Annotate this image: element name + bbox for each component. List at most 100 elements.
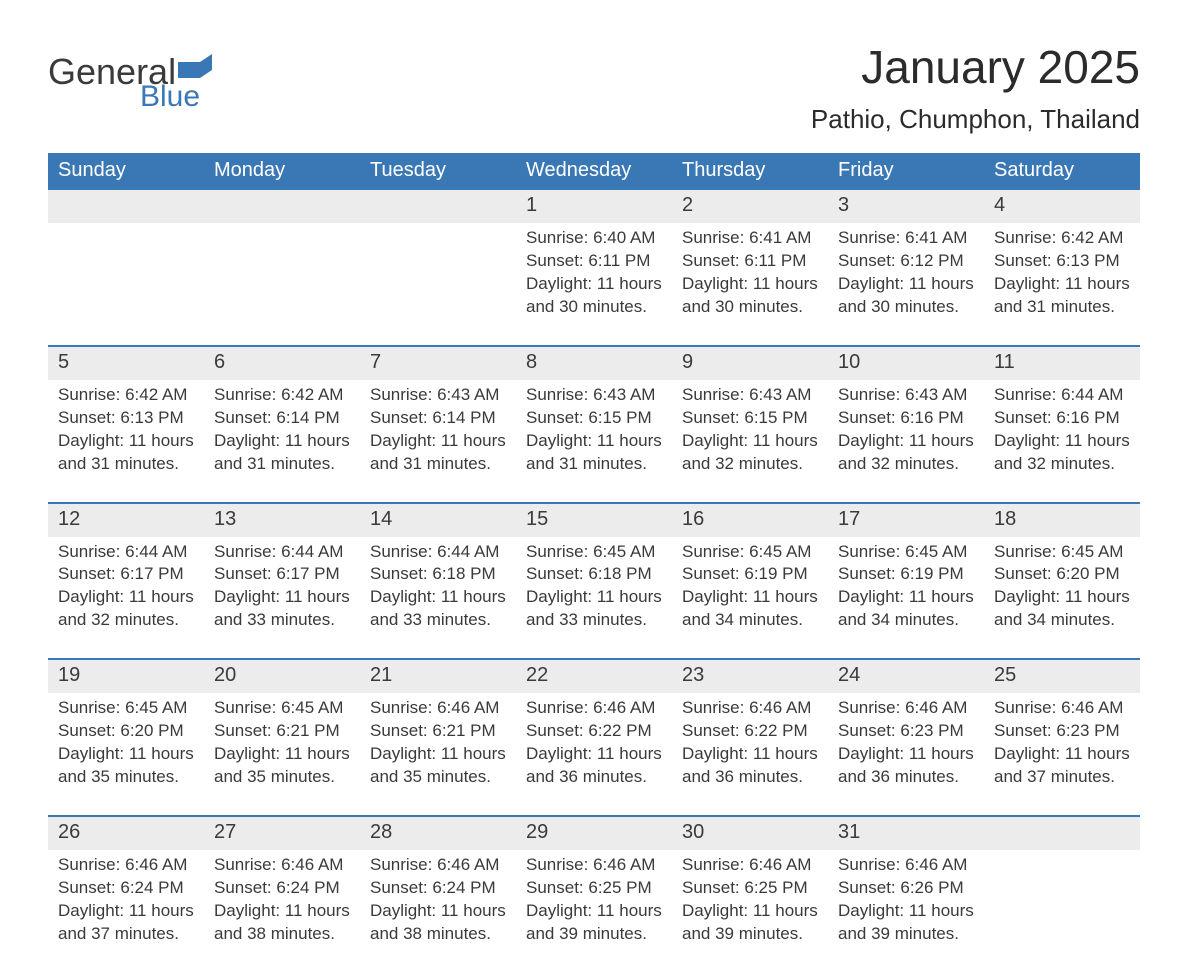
weekday-header: Tuesday: [360, 153, 516, 189]
sunrise-text: Sunrise: 6:44 AM: [370, 541, 510, 564]
day-number-row: 262728293031: [48, 816, 1140, 850]
day-number-cell: 24: [828, 659, 984, 693]
day-number-cell: 7: [360, 346, 516, 380]
sunrise-text: Sunrise: 6:46 AM: [838, 854, 978, 877]
sunrise-text: Sunrise: 6:46 AM: [526, 854, 666, 877]
month-title: January 2025: [811, 40, 1140, 94]
daylight-text: Daylight: 11 hours: [526, 743, 666, 766]
sunset-text: Sunset: 6:25 PM: [682, 877, 822, 900]
sunset-text: Sunset: 6:18 PM: [526, 563, 666, 586]
day-number-cell: 4: [984, 189, 1140, 223]
daylight-text: and 38 minutes.: [370, 923, 510, 946]
sunset-text: Sunset: 6:23 PM: [838, 720, 978, 743]
day-number-cell: 20: [204, 659, 360, 693]
sunrise-text: Sunrise: 6:45 AM: [838, 541, 978, 564]
day-number-cell: 8: [516, 346, 672, 380]
sunset-text: Sunset: 6:14 PM: [214, 407, 354, 430]
sunset-text: Sunset: 6:13 PM: [58, 407, 198, 430]
daylight-text: and 31 minutes.: [994, 296, 1134, 319]
day-number-cell: 21: [360, 659, 516, 693]
daylight-text: Daylight: 11 hours: [682, 900, 822, 923]
daylight-text: and 37 minutes.: [58, 923, 198, 946]
day-number-cell: 15: [516, 503, 672, 537]
day-content-cell: [984, 850, 1140, 972]
calendar-table: Sunday Monday Tuesday Wednesday Thursday…: [48, 153, 1140, 972]
sunrise-text: Sunrise: 6:46 AM: [526, 697, 666, 720]
sunset-text: Sunset: 6:12 PM: [838, 250, 978, 273]
sunrise-text: Sunrise: 6:46 AM: [682, 697, 822, 720]
daylight-text: Daylight: 11 hours: [58, 430, 198, 453]
sunrise-text: Sunrise: 6:45 AM: [526, 541, 666, 564]
sunrise-text: Sunrise: 6:41 AM: [682, 227, 822, 250]
daylight-text: Daylight: 11 hours: [58, 900, 198, 923]
sunset-text: Sunset: 6:18 PM: [370, 563, 510, 586]
day-number-cell: 29: [516, 816, 672, 850]
daylight-text: Daylight: 11 hours: [58, 586, 198, 609]
sunset-text: Sunset: 6:25 PM: [526, 877, 666, 900]
weekday-header: Monday: [204, 153, 360, 189]
daylight-text: Daylight: 11 hours: [838, 743, 978, 766]
day-number-row: 567891011: [48, 346, 1140, 380]
day-content-cell: Sunrise: 6:46 AMSunset: 6:22 PMDaylight:…: [516, 693, 672, 816]
daylight-text: Daylight: 11 hours: [58, 743, 198, 766]
day-number-cell: 14: [360, 503, 516, 537]
sunrise-text: Sunrise: 6:45 AM: [682, 541, 822, 564]
day-number-row: 19202122232425: [48, 659, 1140, 693]
sunrise-text: Sunrise: 6:44 AM: [58, 541, 198, 564]
daylight-text: and 35 minutes.: [214, 766, 354, 789]
sunset-text: Sunset: 6:15 PM: [526, 407, 666, 430]
day-content-cell: Sunrise: 6:41 AMSunset: 6:12 PMDaylight:…: [828, 223, 984, 346]
day-number-cell: 5: [48, 346, 204, 380]
day-number-cell: 17: [828, 503, 984, 537]
daylight-text: and 35 minutes.: [370, 766, 510, 789]
sunrise-text: Sunrise: 6:40 AM: [526, 227, 666, 250]
sunrise-text: Sunrise: 6:43 AM: [526, 384, 666, 407]
day-number-cell: 11: [984, 346, 1140, 380]
day-content-cell: Sunrise: 6:46 AMSunset: 6:25 PMDaylight:…: [672, 850, 828, 972]
day-content-cell: Sunrise: 6:45 AMSunset: 6:18 PMDaylight:…: [516, 537, 672, 660]
day-content-cell: [48, 223, 204, 346]
day-content-cell: Sunrise: 6:40 AMSunset: 6:11 PMDaylight:…: [516, 223, 672, 346]
sunrise-text: Sunrise: 6:46 AM: [370, 854, 510, 877]
day-content-row: Sunrise: 6:46 AMSunset: 6:24 PMDaylight:…: [48, 850, 1140, 972]
day-number-cell: 3: [828, 189, 984, 223]
daylight-text: and 33 minutes.: [526, 609, 666, 632]
day-number-cell: 26: [48, 816, 204, 850]
day-number-cell: 6: [204, 346, 360, 380]
daylight-text: and 34 minutes.: [994, 609, 1134, 632]
sunrise-text: Sunrise: 6:46 AM: [370, 697, 510, 720]
sunset-text: Sunset: 6:11 PM: [526, 250, 666, 273]
day-content-cell: Sunrise: 6:46 AMSunset: 6:24 PMDaylight:…: [204, 850, 360, 972]
daylight-text: Daylight: 11 hours: [370, 743, 510, 766]
daylight-text: and 32 minutes.: [838, 453, 978, 476]
day-content-cell: Sunrise: 6:45 AMSunset: 6:20 PMDaylight:…: [984, 537, 1140, 660]
sunset-text: Sunset: 6:22 PM: [682, 720, 822, 743]
sunrise-text: Sunrise: 6:44 AM: [214, 541, 354, 564]
daylight-text: Daylight: 11 hours: [526, 273, 666, 296]
day-number-cell: 19: [48, 659, 204, 693]
daylight-text: Daylight: 11 hours: [526, 586, 666, 609]
daylight-text: Daylight: 11 hours: [838, 900, 978, 923]
daylight-text: Daylight: 11 hours: [214, 586, 354, 609]
daylight-text: and 34 minutes.: [838, 609, 978, 632]
daylight-text: Daylight: 11 hours: [994, 430, 1134, 453]
weekday-header: Saturday: [984, 153, 1140, 189]
logo-text-blue: Blue: [140, 82, 212, 112]
location-text: Pathio, Chumphon, Thailand: [811, 104, 1140, 135]
daylight-text: and 39 minutes.: [838, 923, 978, 946]
daylight-text: and 31 minutes.: [370, 453, 510, 476]
day-number-cell: [204, 189, 360, 223]
sunset-text: Sunset: 6:15 PM: [682, 407, 822, 430]
daylight-text: and 32 minutes.: [682, 453, 822, 476]
weekday-header: Friday: [828, 153, 984, 189]
daylight-text: Daylight: 11 hours: [682, 586, 822, 609]
daylight-text: Daylight: 11 hours: [682, 743, 822, 766]
day-content-cell: Sunrise: 6:43 AMSunset: 6:15 PMDaylight:…: [516, 380, 672, 503]
daylight-text: and 31 minutes.: [526, 453, 666, 476]
day-content-cell: Sunrise: 6:44 AMSunset: 6:17 PMDaylight:…: [48, 537, 204, 660]
daylight-text: Daylight: 11 hours: [838, 430, 978, 453]
day-number-cell: [48, 189, 204, 223]
day-number-cell: 31: [828, 816, 984, 850]
sunset-text: Sunset: 6:19 PM: [682, 563, 822, 586]
daylight-text: and 32 minutes.: [58, 609, 198, 632]
